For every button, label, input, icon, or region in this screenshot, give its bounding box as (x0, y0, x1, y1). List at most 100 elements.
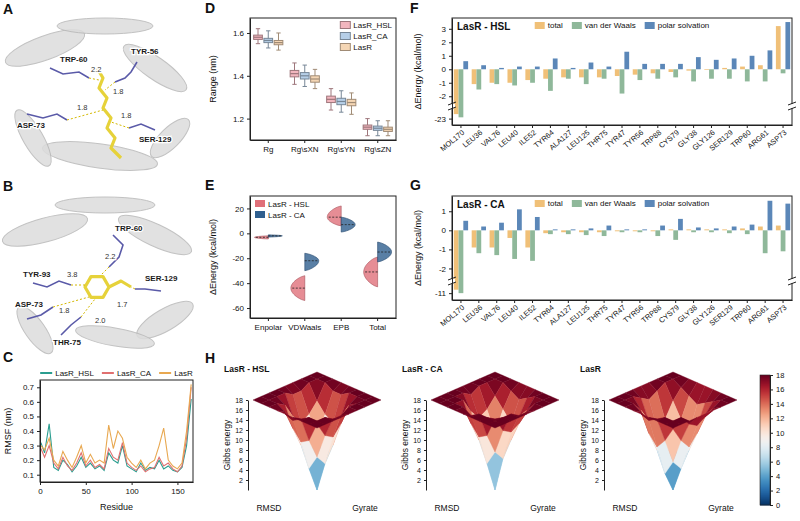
bar (691, 69, 696, 81)
tick-mark (783, 125, 784, 128)
tick: EPB (333, 318, 349, 332)
tick: -60 (232, 304, 250, 313)
whisker-cap (329, 88, 333, 89)
tick-mark (424, 460, 426, 461)
surface-cell (713, 400, 729, 409)
y-axis-title: Range (nm) (208, 55, 218, 103)
tick: 12 (770, 414, 784, 423)
tick-mark (747, 300, 748, 303)
surface-panel: 24681012141618Gibbs energyRMSDGyrateLasR… (222, 364, 381, 513)
whisker-cap (266, 30, 270, 31)
bar (472, 69, 477, 84)
violin-median (365, 271, 378, 272)
tick-label: 1.2 (233, 115, 245, 124)
tick-label: EPB (333, 323, 349, 332)
z-axis-title: Gibbs energy (222, 419, 232, 470)
panel-letter: H (205, 350, 215, 366)
tick: 0 (38, 482, 43, 496)
tick-mark (377, 140, 378, 143)
tick-label: -11 (435, 289, 447, 298)
tick-mark (770, 375, 773, 376)
tick-mark (675, 300, 676, 303)
tick-label: 18 (591, 397, 599, 404)
x-axis: EnpolarVDWaalsEPBTotal (251, 318, 397, 332)
tick-mark (424, 440, 426, 441)
tick-mark (246, 470, 248, 471)
axis-line (426, 401, 427, 491)
tick: -2 (439, 92, 452, 101)
tick: 4 (417, 467, 426, 474)
legend-label: LasR - CA (268, 211, 306, 220)
tick-mark (246, 400, 248, 401)
axis-line (452, 19, 453, 126)
bar (494, 230, 499, 255)
bar (696, 57, 701, 69)
series-line (41, 384, 191, 469)
legend-swatch (535, 200, 545, 207)
bar (633, 230, 638, 232)
tick-label: 0.6 (23, 398, 35, 407)
box (327, 96, 336, 102)
violin-median (268, 235, 281, 236)
tick: 0 (442, 226, 452, 235)
bar (696, 227, 701, 230)
legend-label: van der Waals (585, 199, 636, 208)
tick-mark (496, 125, 497, 128)
tick: LEU36 (461, 125, 484, 150)
median (327, 99, 336, 100)
residue-label: TRP-60 (60, 55, 88, 64)
tick-mark (602, 480, 604, 481)
panel-letter: E (205, 177, 214, 193)
tick: -20 (232, 254, 250, 263)
bar (606, 67, 611, 70)
tick-mark (449, 230, 452, 231)
whisker-cap (313, 88, 317, 89)
tick-label: 2 (417, 477, 421, 484)
x-axis: MOL170LEU36VAL76LEU40ILE52TYR64ALA127LEU… (438, 125, 792, 153)
tick-label: LEU125 (565, 128, 592, 152)
axis-line (248, 401, 249, 491)
tick-label: 0 (442, 65, 447, 74)
tick: 10 (413, 437, 426, 444)
tick: LEU40 (497, 125, 520, 150)
tick-label: -23 (434, 115, 446, 124)
axis-line (251, 140, 397, 141)
ligand (85, 277, 109, 298)
tick-mark (247, 208, 250, 209)
tick-mark (246, 450, 248, 451)
legend-swatch (340, 22, 350, 29)
legend-label: van der Waals (585, 21, 636, 30)
tick: 0.5 (23, 412, 40, 421)
bar (651, 69, 656, 73)
tick: Rg\sXN (291, 140, 319, 154)
tick-mark (532, 300, 533, 303)
helix (11, 301, 60, 358)
legend-swatch (340, 44, 350, 51)
bar (543, 69, 548, 78)
panel-letter: D (205, 0, 215, 16)
y-axis-title: Gyrate (708, 503, 734, 513)
tick-mark (449, 119, 452, 120)
whisker-cap (256, 43, 260, 44)
median (337, 101, 346, 102)
legend-label: LasR_HSL (55, 369, 94, 378)
tick-mark (177, 482, 178, 485)
residue-label: TYR-93 (23, 270, 51, 279)
tick-label: 1.6 (233, 29, 245, 38)
tick-label: -20 (232, 254, 244, 263)
tick: SER129 (708, 300, 735, 328)
tick-label: Rg\sZN (364, 145, 391, 154)
tick-mark (783, 300, 784, 303)
tick-label: 16 (591, 407, 599, 414)
bar (750, 225, 755, 231)
legend-swatch (40, 372, 52, 374)
bar (620, 230, 625, 232)
tick: MOL170 (438, 300, 466, 328)
helix (55, 197, 155, 213)
surface-cell (455, 407, 471, 416)
distance-label: 1.8 (121, 111, 131, 120)
tick-mark (37, 475, 40, 476)
distance-label: 2.2 (91, 65, 101, 74)
surface-cell (301, 418, 317, 441)
legend-swatch (645, 200, 655, 207)
